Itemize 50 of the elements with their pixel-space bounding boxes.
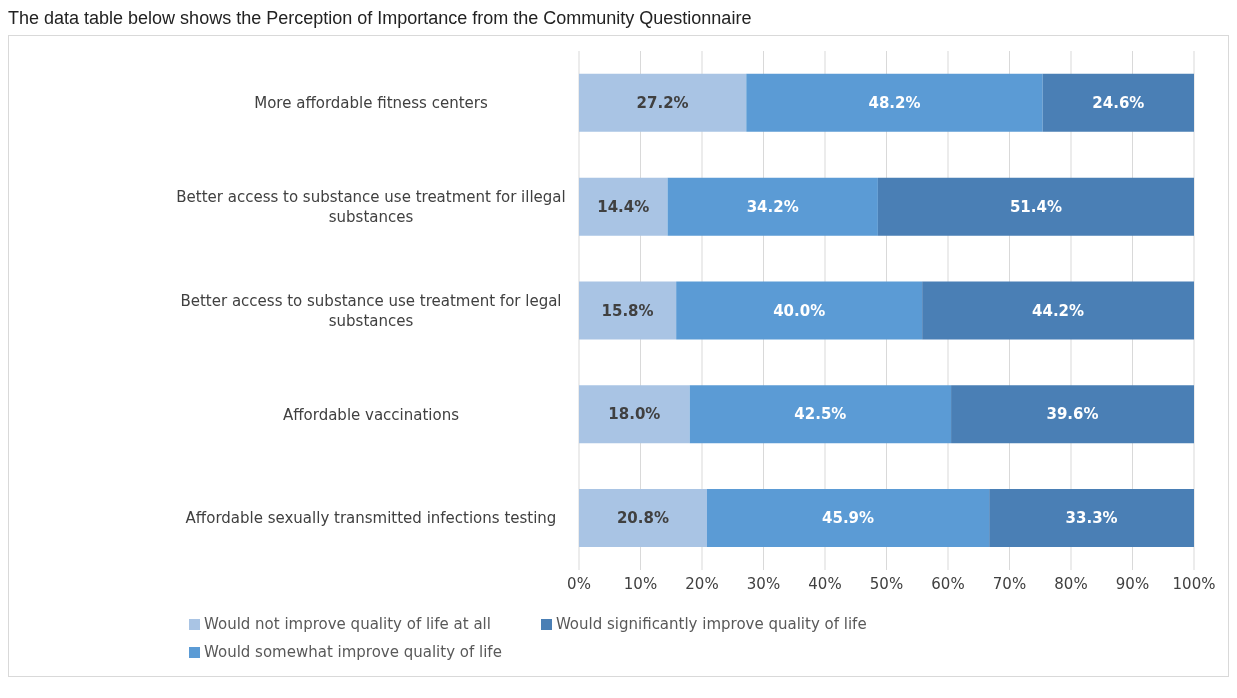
data-label: 44.2% bbox=[1032, 301, 1085, 320]
bar bbox=[746, 73, 1043, 132]
bar bbox=[579, 385, 690, 444]
bar bbox=[1042, 73, 1194, 132]
x-tick-label: 80% bbox=[1054, 574, 1088, 593]
bar bbox=[706, 489, 990, 548]
x-tick-label: 10% bbox=[623, 574, 658, 593]
bar bbox=[951, 385, 1194, 444]
y-tick-label: More affordable fitness centers bbox=[254, 94, 488, 113]
legend-label: Would not improve quality of life at all bbox=[204, 615, 491, 633]
x-tick-label: 60% bbox=[931, 574, 965, 593]
legend-label: Would significantly improve quality of life bbox=[555, 615, 867, 633]
data-label: 42.5% bbox=[794, 405, 847, 424]
data-label: 40.0% bbox=[773, 301, 826, 320]
data-label: 14.4% bbox=[597, 197, 650, 216]
x-tick-label: 100% bbox=[1172, 574, 1216, 593]
bar bbox=[989, 489, 1194, 548]
data-label: 51.4% bbox=[1009, 197, 1062, 216]
data-label: 45.9% bbox=[822, 509, 875, 528]
x-tick-label: 40% bbox=[808, 574, 842, 593]
bar bbox=[922, 281, 1194, 340]
data-label: 48.2% bbox=[868, 94, 921, 113]
bar bbox=[877, 177, 1194, 236]
bar bbox=[579, 177, 668, 236]
y-tick-label: Better access to substance use treatment for illegal substances bbox=[176, 187, 566, 226]
x-tick-label: 0% bbox=[567, 574, 591, 593]
bar bbox=[676, 281, 923, 340]
x-tick-label: 70% bbox=[992, 574, 1027, 593]
bar bbox=[579, 73, 747, 132]
y-tick-label: Better access to substance use treatment for legal substances bbox=[180, 291, 562, 330]
x-tick-label: 50% bbox=[869, 574, 904, 593]
y-tick-label: Affordable vaccinations bbox=[282, 405, 460, 424]
x-tick-label: 30% bbox=[746, 574, 781, 593]
data-label: 18.0% bbox=[608, 405, 661, 424]
data-label: 33.3% bbox=[1065, 509, 1118, 528]
x-tick-label: 90% bbox=[1115, 574, 1150, 593]
data-label: 39.6% bbox=[1046, 405, 1099, 424]
data-label: 34.2% bbox=[746, 197, 799, 216]
bar bbox=[689, 385, 952, 444]
text: The data table below shows the Perception of Importance from the Community Questionnaire bbox=[8, 8, 753, 30]
bar bbox=[579, 281, 677, 340]
y-tick-label: Affordable sexually transmitted infections testing bbox=[185, 509, 557, 528]
x-tick-label: 20% bbox=[685, 574, 719, 593]
legend-label: Would somewhat improve quality of life bbox=[204, 643, 502, 661]
bar bbox=[667, 177, 878, 236]
data-label: 15.8% bbox=[601, 301, 654, 320]
bar bbox=[579, 489, 707, 548]
data-label: 20.8% bbox=[616, 509, 669, 528]
data-label: 27.2% bbox=[636, 94, 689, 113]
data-label: 24.6% bbox=[1092, 94, 1145, 113]
